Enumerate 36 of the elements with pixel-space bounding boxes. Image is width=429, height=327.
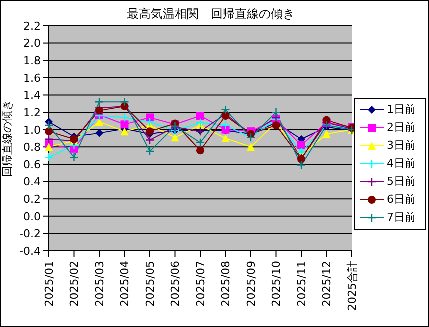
legend-label: 7日前 xyxy=(387,210,416,225)
x-tick-label: 2025/04 xyxy=(118,261,132,307)
y-tick-label: 0.6 xyxy=(24,158,41,172)
y-tick-label: 1.8 xyxy=(24,54,41,68)
legend-label: 5日前 xyxy=(387,174,416,189)
y-tick-label: -0.2 xyxy=(20,228,41,241)
x-tick-label: 2025/01 xyxy=(42,261,56,307)
x-tick-label: 2025/06 xyxy=(169,261,182,307)
x-tick-label: 2025/11 xyxy=(295,261,308,307)
y-tick-label: 1.4 xyxy=(24,89,41,102)
y-tick-label: 2.0 xyxy=(24,37,41,50)
y-tick-label: 0.8 xyxy=(24,141,41,154)
y-tick-label: 0.4 xyxy=(24,176,41,189)
y-axis-title: 回帰直線の傾き xyxy=(0,100,14,177)
y-tick-label: 1.0 xyxy=(24,124,41,137)
y-tick-label: 0.2 xyxy=(24,192,41,206)
y-tick-label: -0.4 xyxy=(20,244,41,258)
legend-label: 2日前 xyxy=(387,120,416,135)
chart-title: 最高気温相関 回帰直線の傾き xyxy=(127,7,295,21)
x-tick-label: 2025/10 xyxy=(270,261,284,307)
legend-label: 6日前 xyxy=(387,192,416,207)
y-tick-label: 0.0 xyxy=(24,210,41,224)
legend-label: 4日前 xyxy=(387,156,416,171)
x-tick-label: 2025/05 xyxy=(144,261,157,307)
legend-label: 3日前 xyxy=(387,138,416,153)
y-tick-label: 1.6 xyxy=(24,72,41,85)
x-tick-label: 2025合計 xyxy=(346,261,359,311)
x-tick-label: 2025/08 xyxy=(220,261,233,307)
x-tick-label: 2025/07 xyxy=(194,261,208,307)
x-tick-label: 2025/03 xyxy=(93,261,106,307)
x-tick-label: 2025/12 xyxy=(320,261,334,307)
legend-label: 1日前 xyxy=(387,102,416,117)
y-tick-label: 2.2 xyxy=(24,20,41,33)
y-tick-label: 1.2 xyxy=(24,106,41,120)
x-tick-label: 2025/02 xyxy=(68,261,82,307)
x-tick-label: 2025/09 xyxy=(244,261,258,307)
